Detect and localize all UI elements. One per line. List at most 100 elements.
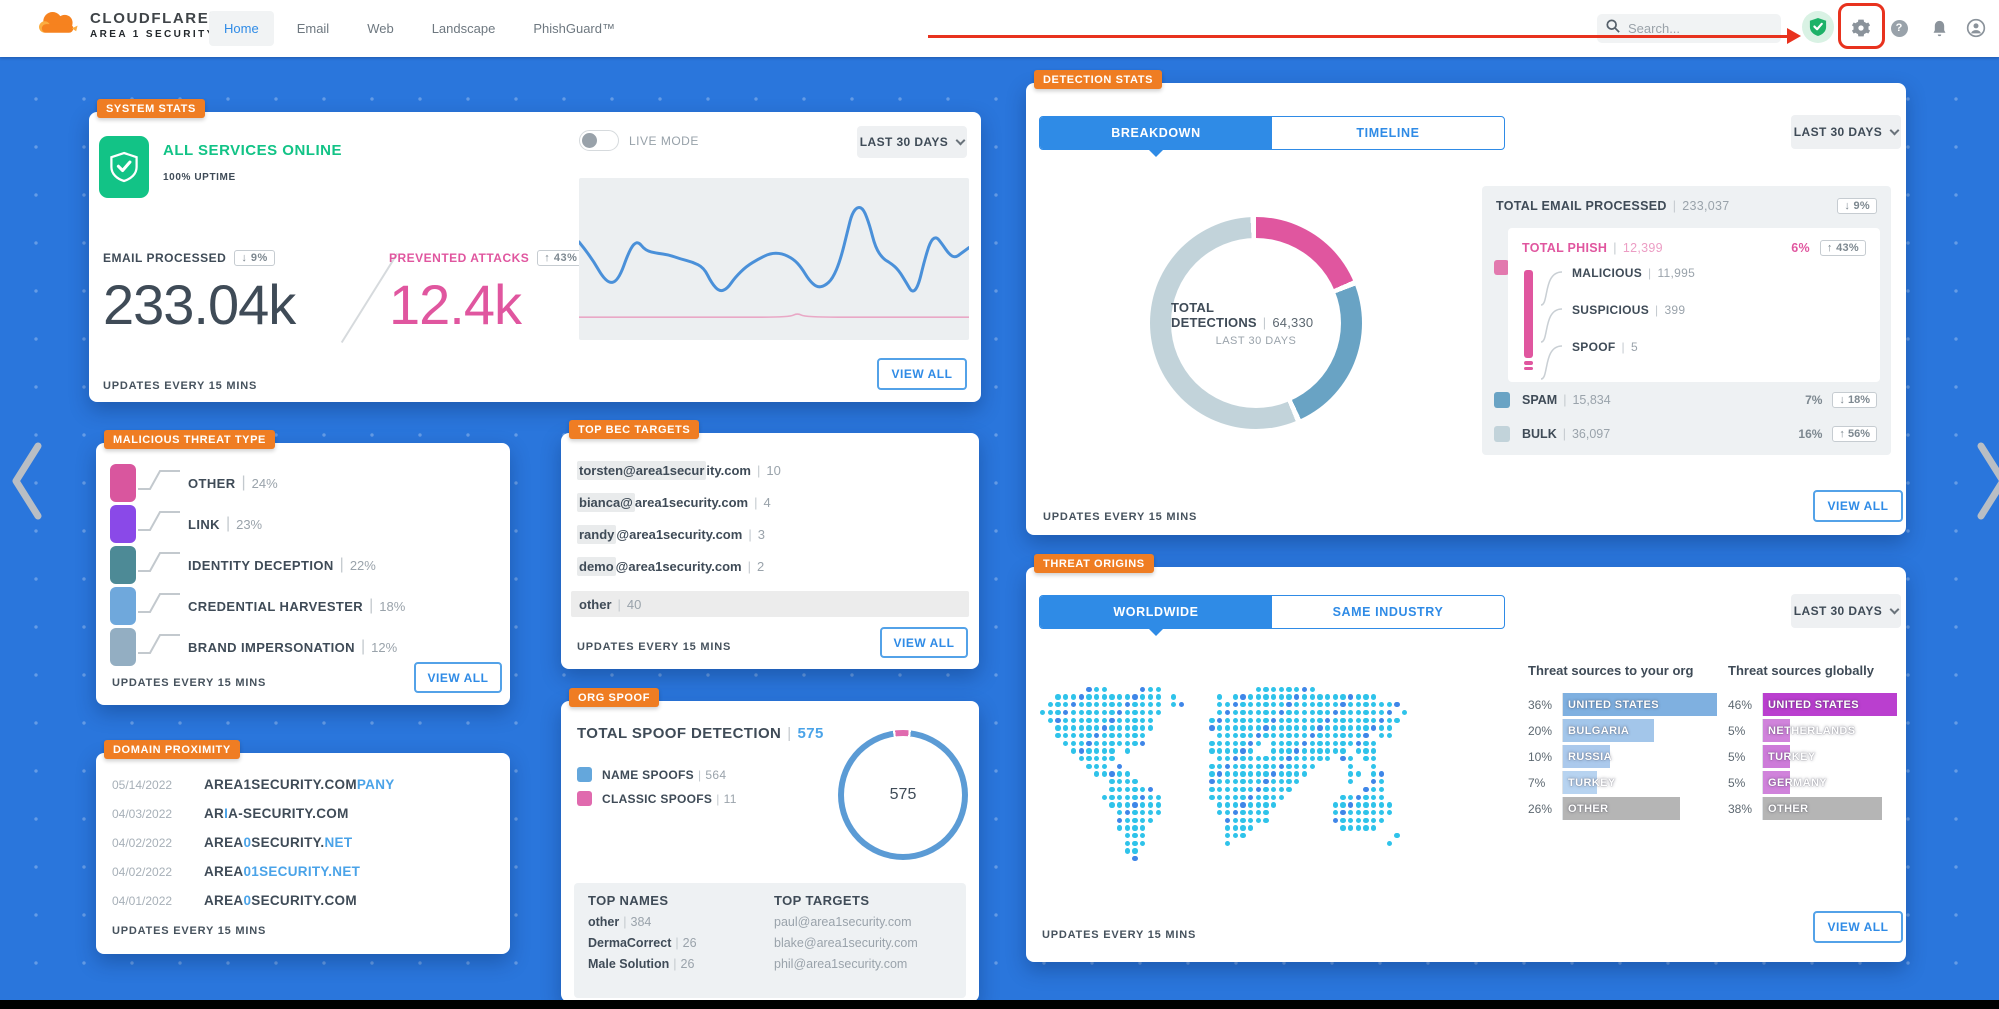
prevented-attacks-label-row: PREVENTED ATTACKS ↑ 43% [389,250,585,266]
detection-stats-tag: DETECTION STATS [1034,70,1163,89]
shield-check-status-icon[interactable] [1802,11,1834,43]
threat-type-label: BRAND IMPERSONATION [188,639,355,655]
donut-center-sub: LAST 30 DAYS [1215,334,1297,347]
threat-type-pct: 18% [379,598,406,614]
threat-type-label: CREDENTIAL HARVESTER [188,598,364,614]
threat-type-pct: 22% [349,557,376,573]
connector-line [1538,338,1564,387]
origins-range-dropdown[interactable]: LAST 30 DAYS [1791,594,1901,628]
domain-row: 04/03/2022 ARIA-SECURITY.COM [112,806,349,821]
top-navigation-bar: CLOUDFLARE® AREA 1 SECURITY Home Email Web… [0,0,1999,57]
view-all-button[interactable]: VIEW ALL [880,627,968,658]
brand-name: CLOUDFLARE [90,9,210,27]
world-map-dotted [1040,679,1412,884]
settings-gear-icon[interactable] [1846,13,1876,43]
spoof-donut-center-value: 575 [889,786,917,803]
updates-note: UPDATES EVERY 15 MINS [112,925,267,937]
source-pct: 5% [1728,775,1746,790]
live-mode-label: LIVE MODE [629,134,699,148]
domain-date: 04/01/2022 [112,894,173,908]
tab-breakdown[interactable]: BREAKDOWN [1040,117,1272,157]
threat-type-pct: 23% [236,516,263,532]
help-icon[interactable]: ? [1884,13,1914,43]
threat-type-swatch [110,546,136,584]
top-names-list: other | 384 DermaCorrect | 26 Male Solution | 26 [588,915,763,971]
connector-line [136,502,182,547]
source-pct: 46% [1728,697,1753,712]
global-source-row: 46% UNITED STATES [1728,693,1897,716]
view-all-button[interactable]: VIEW ALL [877,358,967,390]
domain-proximity-tag: DOMAIN PROXIMITY [104,740,240,759]
phish-trend-badge: ↑ 43% [1819,240,1866,256]
nav-item-phishguard[interactable]: PhishGuard™ [533,21,615,36]
view-all-button[interactable]: VIEW ALL [1813,490,1903,522]
updates-note: UPDATES EVERY 15 MINS [1043,511,1198,523]
updates-note: UPDATES EVERY 15 MINS [1042,929,1197,941]
top-target-item: blake@area1security.com [774,936,918,950]
spoof-legend-row: CLASSIC SPOOFS | 11 [577,791,737,806]
tab-same-industry[interactable]: SAME INDUSTRY [1332,605,1444,619]
threat-type-swatch [110,464,136,502]
updates-note: UPDATES EVERY 15 MINS [103,380,258,392]
annotation-highlight-box [1838,3,1885,49]
bec-row: torsten@area1secur ity.com | 10 [577,461,781,480]
top-target-item: phil@area1security.com [774,957,908,971]
chevron-down-icon [955,135,966,145]
tab-timeline[interactable]: TIMELINE [1356,126,1420,140]
origin-tabs: WORLDWIDE SAME INDUSTRY [1039,595,1505,636]
threat-type-row: LINK | 23% [110,504,262,544]
domain-row: 04/02/2022 AREA01SECURITY.NET [112,864,360,879]
search-input[interactable]: Search... [1597,14,1781,43]
spoof-total-title: TOTAL SPOOF DETECTION | 575 [577,725,824,742]
live-mode-toggle[interactable] [579,130,619,151]
email-processed-trend-badge: ↓ 9% [234,250,275,266]
top-name-item: Male Solution | 26 [588,957,695,971]
global-source-row: 5% TURKEY [1728,745,1815,768]
nav-item-home[interactable]: Home [209,11,274,46]
view-all-button[interactable]: VIEW ALL [1813,911,1903,943]
org-source-row: 36% UNITED STATES [1528,693,1717,716]
nav-item-email[interactable]: Email [296,21,330,36]
detection-range-dropdown[interactable]: LAST 30 DAYS [1791,115,1901,149]
source-bar: UNITED STATES [1762,693,1897,716]
carousel-right-arrow[interactable] [1975,438,1999,529]
source-bar: GERMANY [1762,771,1827,794]
threat-type-pct: 24% [251,475,278,491]
view-all-button[interactable]: VIEW ALL [414,662,502,693]
domain-name: AREA1SECURITY.COMPANY [204,777,395,792]
tab-worldwide[interactable]: WORLDWIDE [1040,596,1272,636]
connector-line [1538,264,1564,313]
detection-tabs: BREAKDOWN TIMELINE [1039,116,1505,157]
updates-note: UPDATES EVERY 15 MINS [577,641,732,653]
detection-breakdown-panel: TOTAL EMAIL PROCESSED | 233,037 ↓ 9% TOTA… [1482,186,1891,455]
system-stats-range-dropdown[interactable]: LAST 30 DAYS [857,126,967,158]
total-phish-row: TOTAL PHISH | 12,399 6% ↑ 43% [1522,240,1866,256]
spoof-legend-swatch [577,767,592,782]
top-name-item: other | 384 [588,915,652,929]
bec-row-other: other | 40 [571,591,969,617]
global-sources-header: Threat sources globally [1728,663,1874,678]
top-target-item: paul@area1security.com [774,915,912,929]
spam-trend-badge: ↓ 18% [1832,392,1877,408]
connector-line [136,543,182,588]
domain-name: AREA0SECURITY.NET [204,835,353,850]
user-account-icon[interactable] [1961,13,1991,43]
updates-note: UPDATES EVERY 15 MINS [112,677,267,689]
chevron-down-icon [1889,604,1900,614]
connector-line [136,461,182,506]
cloudflare-logo-icon [36,7,82,42]
threat-type-pct: 12% [371,639,398,655]
donut-center-label: TOTAL DETECTIONS | 64,330 [1171,299,1314,330]
domain-date: 04/02/2022 [112,836,173,850]
domain-date: 04/03/2022 [112,807,173,821]
carousel-left-arrow[interactable] [8,438,48,529]
brand-subtitle: AREA 1 SECURITY [90,28,216,40]
threat-type-label: LINK [188,516,220,532]
org-spoof-tag: ORG SPOOF [569,688,660,707]
threat-origins-card: THREAT ORIGINS WORLDWIDE SAME INDUSTRY L… [1026,554,1906,962]
source-bar: TURKEY [1762,745,1815,768]
nav-item-landscape[interactable]: Landscape [431,21,496,36]
nav-item-web[interactable]: Web [367,21,394,36]
notifications-bell-icon[interactable] [1924,13,1954,43]
top-bec-targets-tag: TOP BEC TARGETS [569,420,700,439]
